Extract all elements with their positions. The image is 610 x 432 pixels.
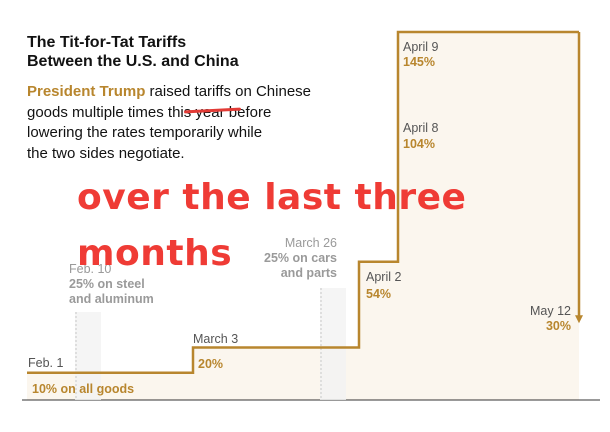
intro-line-1-rest: raised tariffs on Chinese bbox=[145, 83, 312, 100]
annotation-line-2: months bbox=[77, 233, 233, 274]
step-date-label: April 2 bbox=[366, 270, 401, 284]
step-value-label: 104% bbox=[403, 137, 435, 151]
chart-title-line-2: Between the U.S. and China bbox=[27, 53, 239, 70]
sector-event-shade bbox=[75, 312, 101, 400]
step-date-label: April 9 bbox=[403, 40, 438, 54]
step-date-label: May 12 bbox=[530, 304, 571, 318]
step-date-label: March 3 bbox=[193, 332, 238, 346]
step-value-label: 10% on all goods bbox=[32, 382, 134, 396]
sector-event-label-1: 25% on cars bbox=[264, 251, 337, 265]
step-value-label: 54% bbox=[366, 287, 391, 301]
sector-event-shade bbox=[320, 288, 346, 400]
step-value-label: 20% bbox=[198, 357, 223, 371]
chart-title: The Tit-for-Tat Tariffs Between the U.S.… bbox=[27, 33, 327, 71]
annotation-line-1: over the last three bbox=[77, 177, 467, 218]
intro-line-2-post: efore bbox=[237, 103, 272, 121]
chart-title-line-1: The Tit-for-Tat Tariffs bbox=[27, 34, 187, 51]
step-date-label: April 8 bbox=[403, 121, 438, 135]
intro-line-1: President Trump raised tariffs on Chines… bbox=[27, 82, 327, 103]
step-area-fill bbox=[27, 32, 579, 400]
handwritten-annotation: over the last three months bbox=[77, 170, 466, 282]
intro-who: President Trump bbox=[27, 83, 146, 100]
step-value-label: 145% bbox=[403, 55, 435, 69]
sector-event-date: March 26 bbox=[285, 236, 337, 250]
sector-event-label-2: and aluminum bbox=[69, 292, 154, 306]
sector-event-label-1: 25% on steel bbox=[69, 277, 145, 291]
intro-text: President Trump raised tariffs on Chines… bbox=[27, 82, 327, 164]
intro-line-4: the two sides negotiate. bbox=[27, 144, 185, 162]
sector-event-date: Feb. 10 bbox=[69, 262, 111, 276]
step-date-label: Feb. 1 bbox=[28, 356, 63, 370]
step-value-label: 30% bbox=[546, 319, 571, 333]
intro-line-2: goods multiple times this year before bbox=[27, 103, 327, 124]
sector-event-label-2: and parts bbox=[281, 266, 337, 280]
tariff-step-line bbox=[27, 30, 579, 375]
may-drop-arrowhead bbox=[575, 315, 583, 324]
intro-line-3: lowering the rates temporarily while bbox=[27, 124, 263, 141]
intro-line-2-pre: goods multiple times thi bbox=[27, 103, 184, 121]
intro-struck-text: s year b bbox=[183, 103, 242, 124]
